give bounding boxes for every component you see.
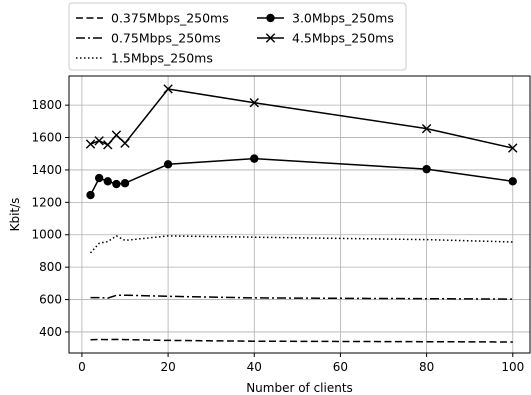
legend-entry: 0.75Mbps_250ms [76,31,221,46]
grid-lines [69,76,530,353]
series-line [90,88,513,149]
legend-label: 3.0Mbps_250ms [292,11,394,26]
x-axis-label: Number of clients [246,381,353,395]
legend: 0.375Mbps_250ms 0.75Mbps_250ms 1.5Mbps_250… [68,2,407,71]
x-tick-label: 20 [160,360,175,374]
series-4 [85,84,518,153]
x-tick-label: 80 [419,360,434,374]
data-point [103,177,112,186]
y-tick-label: 1800 [31,98,62,112]
y-tick-label: 1400 [31,163,62,177]
data-point [163,160,173,169]
legend-marker [265,33,276,43]
x-tick-label: 60 [333,360,348,374]
x-axis-ticks: 0 20 40 60 80 100 [78,353,524,374]
data-point [103,140,113,150]
y-tick-label: 1000 [31,228,62,242]
series-2 [89,235,513,254]
y-tick-label: 800 [39,260,62,274]
legend-box [68,2,407,71]
data-point [94,173,104,183]
legend-label: 0.375Mbps_250ms [111,11,229,26]
series-0 [90,338,513,343]
series-line [89,235,513,254]
series-line [90,338,513,343]
series-3 [86,154,517,200]
legend-label: 1.5Mbps_250ms [111,51,213,66]
data-point [249,98,259,108]
data-point [508,143,518,153]
legend-entry: 0.375Mbps_250ms [76,11,229,26]
y-axis-label: Kbit/s [8,198,22,232]
series-lines [85,84,518,343]
data-point [85,139,96,149]
data-point [163,84,173,94]
x-tick-label: 40 [247,360,262,374]
data-point [86,190,95,200]
y-axis-ticks: 400 600 800 1000 1200 1400 1600 1800 [31,98,69,339]
y-tick-label: 400 [39,325,62,339]
plot-frame [68,75,531,354]
data-point [94,136,104,146]
y-tick-label: 1600 [31,131,62,145]
legend-label: 0.75Mbps_250ms [111,31,221,46]
data-point [421,123,432,134]
data-point [112,179,121,189]
data-point [250,154,259,163]
data-point [111,130,122,140]
y-tick-label: 600 [39,293,62,307]
series-1 [90,294,513,300]
x-tick-label: 100 [501,360,524,374]
series-line [89,157,513,196]
data-point [120,138,130,148]
legend-entry: 3.0Mbps_250ms [257,11,394,26]
data-point [120,179,130,188]
legend-entry: 1.5Mbps_250ms [76,51,213,66]
x-tick-label: 0 [78,360,86,374]
legend-entry: 4.5Mbps_250ms [257,31,394,46]
legend-marker [266,13,275,23]
data-point [422,164,431,174]
data-point [508,177,517,186]
legend-label: 4.5Mbps_250ms [292,31,394,46]
y-tick-label: 1200 [31,195,62,209]
series-line [90,294,513,300]
